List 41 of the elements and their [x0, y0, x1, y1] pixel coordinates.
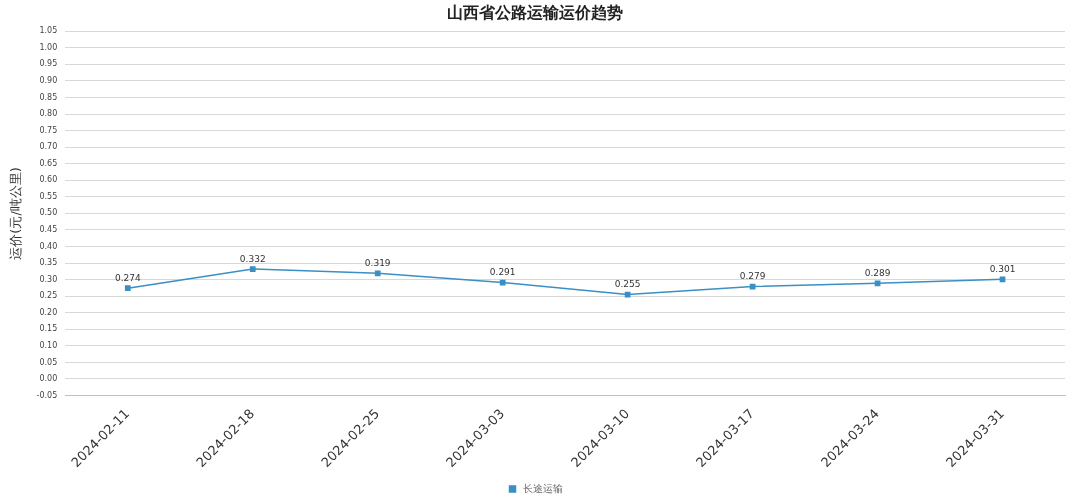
point	[499, 279, 506, 286]
y-tick-label: 0.35	[39, 258, 58, 268]
data-label: 0.255	[614, 279, 641, 290]
y-tick-label: -0.05	[36, 390, 58, 400]
y-tick-label: 0.15	[39, 324, 58, 334]
data-label: 0.319	[364, 258, 391, 269]
data-label: 0.279	[739, 271, 766, 282]
y-tick-label: 0.95	[39, 59, 58, 69]
point	[874, 280, 881, 287]
y-tick-label: 0.30	[39, 274, 58, 284]
y-tick-label: 0.40	[39, 241, 58, 251]
point	[374, 270, 381, 277]
legend-label: 长途运输	[522, 482, 563, 494]
y-tick-label: 0.85	[39, 92, 58, 102]
y-tick-label: 0.75	[39, 125, 58, 135]
y-tick-label: 1.05	[39, 26, 58, 36]
y-tick-label: 0.25	[39, 291, 58, 301]
data-label: 0.301	[989, 264, 1016, 275]
y-tick-label: 0.80	[39, 109, 58, 119]
data-label: 0.332	[239, 253, 266, 264]
y-tick-label: 0.60	[39, 175, 58, 185]
y-tick-label: 0.45	[39, 225, 58, 235]
data-label: 0.291	[489, 267, 516, 278]
data-label: 0.289	[864, 268, 891, 279]
y-tick-label: 0.00	[39, 374, 58, 384]
point	[249, 266, 256, 272]
point	[124, 285, 131, 292]
y-tick-label: 0.50	[39, 208, 58, 218]
y-tick-label: 0.90	[39, 75, 58, 85]
point	[624, 291, 631, 298]
y-tick-label: 0.65	[39, 158, 58, 168]
y-tick-label: 0.20	[39, 307, 58, 317]
y-tick-label: 0.10	[39, 340, 58, 350]
y-tick-label: 0.55	[39, 191, 58, 201]
y-axis-title: 运价(元/吨公里)	[8, 167, 24, 260]
point	[999, 276, 1006, 283]
chart-title: 山西省公路运输运价趋势	[447, 2, 623, 22]
y-tick-label: 0.05	[39, 357, 58, 367]
y-tick-label: 0.70	[39, 142, 58, 152]
y-tick-label: 1.00	[39, 42, 58, 52]
data-label: 0.274	[114, 273, 141, 284]
